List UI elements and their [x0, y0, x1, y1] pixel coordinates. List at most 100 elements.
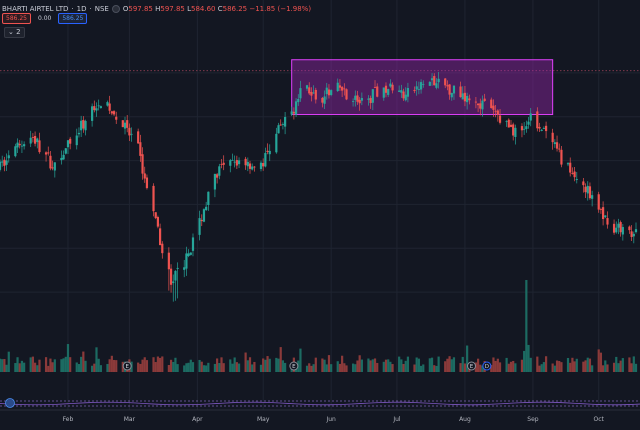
candle-body[interactable]	[29, 137, 32, 144]
candle-body[interactable]	[606, 218, 609, 225]
candle-body[interactable]	[200, 219, 203, 222]
candle-body[interactable]	[507, 119, 510, 128]
candle-body[interactable]	[617, 223, 620, 228]
candle-body[interactable]	[612, 223, 616, 233]
candle-body[interactable]	[597, 194, 600, 210]
candle-body[interactable]	[448, 84, 451, 95]
candle-body[interactable]	[281, 123, 285, 125]
candle-body[interactable]	[400, 90, 403, 93]
candle-body[interactable]	[176, 267, 179, 269]
candle-body[interactable]	[237, 160, 241, 165]
candle-body[interactable]	[49, 155, 52, 169]
candle-body[interactable]	[582, 181, 585, 186]
candle-body[interactable]	[505, 120, 508, 122]
candle-body[interactable]	[466, 95, 469, 103]
candle-body[interactable]	[588, 186, 592, 199]
buy-button[interactable]: 586.25	[58, 13, 88, 24]
candle-body[interactable]	[191, 237, 195, 251]
candle-body[interactable]	[7, 155, 10, 159]
candle-body[interactable]	[246, 161, 249, 167]
candle-body[interactable]	[95, 108, 98, 111]
candle-body[interactable]	[437, 78, 440, 83]
candle-body[interactable]	[566, 163, 570, 165]
candle-body[interactable]	[555, 142, 559, 149]
candle-body[interactable]	[422, 84, 425, 85]
candle-body[interactable]	[305, 85, 309, 89]
candle-body[interactable]	[417, 88, 420, 90]
candle-body[interactable]	[1, 161, 4, 163]
candle-body[interactable]	[266, 150, 269, 153]
candle-body[interactable]	[47, 152, 50, 154]
candle-body[interactable]	[384, 85, 388, 93]
candle-body[interactable]	[308, 87, 311, 94]
candle-body[interactable]	[262, 163, 265, 167]
candle-body[interactable]	[599, 209, 603, 210]
candle-body[interactable]	[77, 132, 81, 135]
candle-body[interactable]	[312, 92, 315, 94]
candle-body[interactable]	[314, 89, 317, 100]
candle-body[interactable]	[404, 94, 407, 101]
candle-body[interactable]	[586, 185, 589, 194]
candle-body[interactable]	[121, 120, 124, 128]
candle-body[interactable]	[525, 126, 528, 129]
candle-body[interactable]	[99, 106, 102, 108]
candle-body[interactable]	[183, 267, 186, 270]
candle-body[interactable]	[413, 89, 416, 92]
candle-body[interactable]	[345, 89, 348, 100]
candle-body[interactable]	[248, 163, 252, 169]
candle-body[interactable]	[514, 127, 517, 137]
candle-body[interactable]	[18, 143, 21, 146]
candle-body[interactable]	[389, 83, 392, 87]
candle-body[interactable]	[402, 91, 405, 99]
candle-body[interactable]	[444, 78, 447, 86]
candle-body[interactable]	[172, 281, 175, 284]
candle-body[interactable]	[310, 91, 313, 96]
candle-body[interactable]	[356, 95, 359, 102]
candle-body[interactable]	[387, 89, 390, 95]
candle-body[interactable]	[430, 78, 434, 81]
candle-body[interactable]	[93, 106, 96, 111]
candle-body[interactable]	[632, 233, 635, 237]
candle-body[interactable]	[540, 129, 543, 131]
candle-body[interactable]	[492, 105, 495, 110]
earnings-marker[interactable]	[467, 361, 477, 371]
candle-body[interactable]	[123, 122, 127, 129]
candle-body[interactable]	[419, 82, 423, 90]
candle-body[interactable]	[187, 253, 190, 257]
candle-body[interactable]	[80, 120, 83, 131]
candle-body[interactable]	[128, 127, 131, 136]
candle-body[interactable]	[207, 191, 210, 205]
candle-body[interactable]	[174, 270, 177, 281]
candle-body[interactable]	[494, 110, 497, 112]
candle-body[interactable]	[126, 120, 129, 128]
candle-body[interactable]	[602, 207, 605, 220]
candle-body[interactable]	[575, 178, 578, 180]
candle-body[interactable]	[523, 128, 526, 130]
candle-body[interactable]	[264, 152, 267, 167]
candle-body[interactable]	[512, 124, 515, 136]
candle-body[interactable]	[538, 126, 541, 129]
candle-body[interactable]	[452, 85, 456, 94]
candle-body[interactable]	[16, 142, 19, 148]
candle-body[interactable]	[520, 126, 524, 131]
dividend-marker[interactable]	[482, 361, 492, 371]
candle-body[interactable]	[338, 85, 342, 88]
candle-body[interactable]	[218, 166, 221, 176]
candle-body[interactable]	[69, 138, 72, 144]
candle-body[interactable]	[354, 95, 357, 100]
indicator-toggle-icon[interactable]	[5, 398, 15, 408]
candle-body[interactable]	[398, 90, 401, 92]
candle-body[interactable]	[202, 209, 206, 222]
candle-body[interactable]	[23, 144, 26, 147]
candle-body[interactable]	[158, 228, 162, 246]
candle-body[interactable]	[450, 92, 453, 98]
candle-body[interactable]	[569, 162, 572, 173]
candle-body[interactable]	[509, 124, 513, 127]
candle-body[interactable]	[336, 82, 339, 91]
candle-body[interactable]	[205, 206, 208, 211]
candle-body[interactable]	[51, 167, 54, 169]
candle-body[interactable]	[481, 100, 484, 110]
candle-body[interactable]	[36, 138, 39, 143]
candle-body[interactable]	[62, 154, 65, 160]
candle-body[interactable]	[321, 97, 324, 103]
